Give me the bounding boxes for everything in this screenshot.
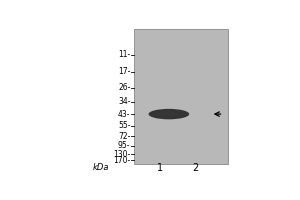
Text: 26-: 26- — [118, 83, 130, 92]
Text: 72-: 72- — [118, 132, 130, 141]
Bar — [134, 29, 228, 164]
Text: 170-: 170- — [113, 156, 130, 165]
Ellipse shape — [157, 111, 179, 117]
Text: 17-: 17- — [118, 67, 130, 76]
Ellipse shape — [148, 109, 189, 119]
Text: kDa: kDa — [93, 163, 110, 172]
Text: 2: 2 — [193, 163, 199, 173]
Text: 34-: 34- — [118, 97, 130, 106]
Text: 55-: 55- — [118, 121, 130, 130]
Text: 130-: 130- — [113, 150, 130, 159]
Text: 95-: 95- — [118, 141, 130, 150]
Text: 43-: 43- — [118, 110, 130, 119]
Text: 1: 1 — [157, 163, 163, 173]
Text: 11-: 11- — [118, 50, 130, 59]
